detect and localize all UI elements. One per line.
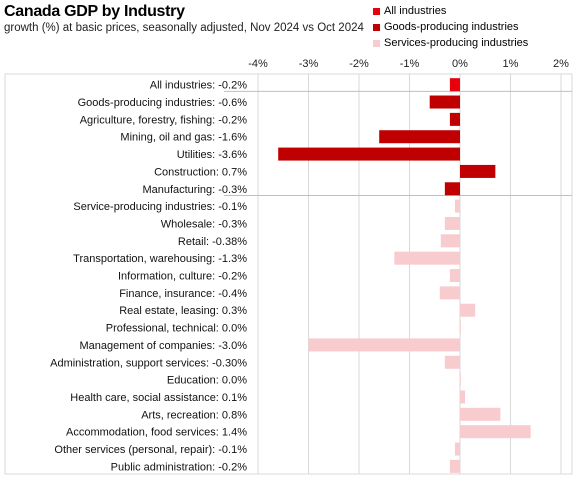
bar [460,303,476,317]
legend-item-all-industries: All industries [373,3,528,19]
category-label: All industries: -0.2% [150,80,247,92]
bar [454,199,460,213]
category-label: Wholesale: -0.3% [161,218,247,230]
bar [449,269,460,283]
category-label: Professional, technical: 0.0% [106,323,247,335]
bar [444,182,460,196]
category-label: Manufacturing: -0.3% [142,184,247,196]
bar [460,373,461,387]
category-label: Administration, support services: -0.30% [50,357,247,369]
bar [429,95,460,109]
category-label: Public administration: -0.2% [111,461,248,473]
bar [460,321,461,335]
category-label: Management of companies: -3.0% [79,340,247,352]
category-label: Transportation, warehousing: -1.3% [73,253,247,265]
chart-subtitle: growth (%) at basic prices, seasonally a… [4,22,364,34]
category-label: Real estate, leasing: 0.3% [119,305,247,317]
bar [460,164,496,178]
x-tick-label: -3% [299,58,319,70]
category-label: Health care, social assistance: 0.1% [70,392,247,404]
bar [439,286,460,300]
label-layer: All industries: -0.2% Goods-producing ind… [50,80,247,474]
category-label: Education: 0.0% [167,375,247,387]
tick-layer: -4% -3% -2% -1% 0% 1% 2% [248,58,569,70]
bar [449,459,460,473]
legend: All industries Goods-producing industrie… [373,3,528,51]
x-tick-label: -4% [248,58,268,70]
bar [444,216,460,230]
legend-label: Services-producing industries [384,37,529,49]
x-tick-label: -2% [349,58,369,70]
bar [460,425,531,439]
legend-item-goods-producing: Goods-producing industries [373,19,528,35]
category-label: Arts, recreation: 0.8% [141,409,247,421]
category-label: Retail: -0.38% [178,236,247,248]
bar [308,338,460,352]
bar [449,78,460,92]
category-label: Agriculture, forestry, fishing: -0.2% [80,114,248,126]
category-label: Information, culture: -0.2% [118,271,247,283]
bar [454,442,460,456]
category-label: Service-producing industries: -0.1% [73,201,247,213]
plot-frame [4,73,573,475]
category-label: Other services (personal, repair): -0.1% [54,444,247,456]
category-label: Mining, oil and gas: -1.6% [120,132,247,144]
bar [379,130,460,144]
category-label: Utilities: -3.6% [177,149,248,161]
legend-item-services-producing: Services-producing industries [373,35,528,51]
category-label: Construction: 0.7% [154,166,247,178]
category-label: Goods-producing industries: -0.6% [78,97,248,109]
legend-swatch [373,23,380,31]
legend-label: Goods-producing industries [384,21,519,33]
category-label: Finance, insurance: -0.4% [119,288,247,300]
category-label: Accommodation, food services: 1.4% [66,427,247,439]
legend-swatch [373,39,380,47]
bar [460,407,501,421]
bar [449,112,460,126]
bar [440,234,460,248]
bar [394,251,460,265]
bar-layer [278,78,531,473]
bar [278,147,460,161]
x-tick-label: 0% [452,58,468,70]
chart-title: Canada GDP by Industry [4,3,185,20]
bar [460,390,466,404]
legend-label: All industries [384,5,447,17]
bar [444,355,460,369]
x-tick-label: -1% [400,58,420,70]
legend-swatch [373,7,380,15]
x-tick-label: 1% [503,58,519,70]
x-tick-label: 2% [553,58,569,70]
